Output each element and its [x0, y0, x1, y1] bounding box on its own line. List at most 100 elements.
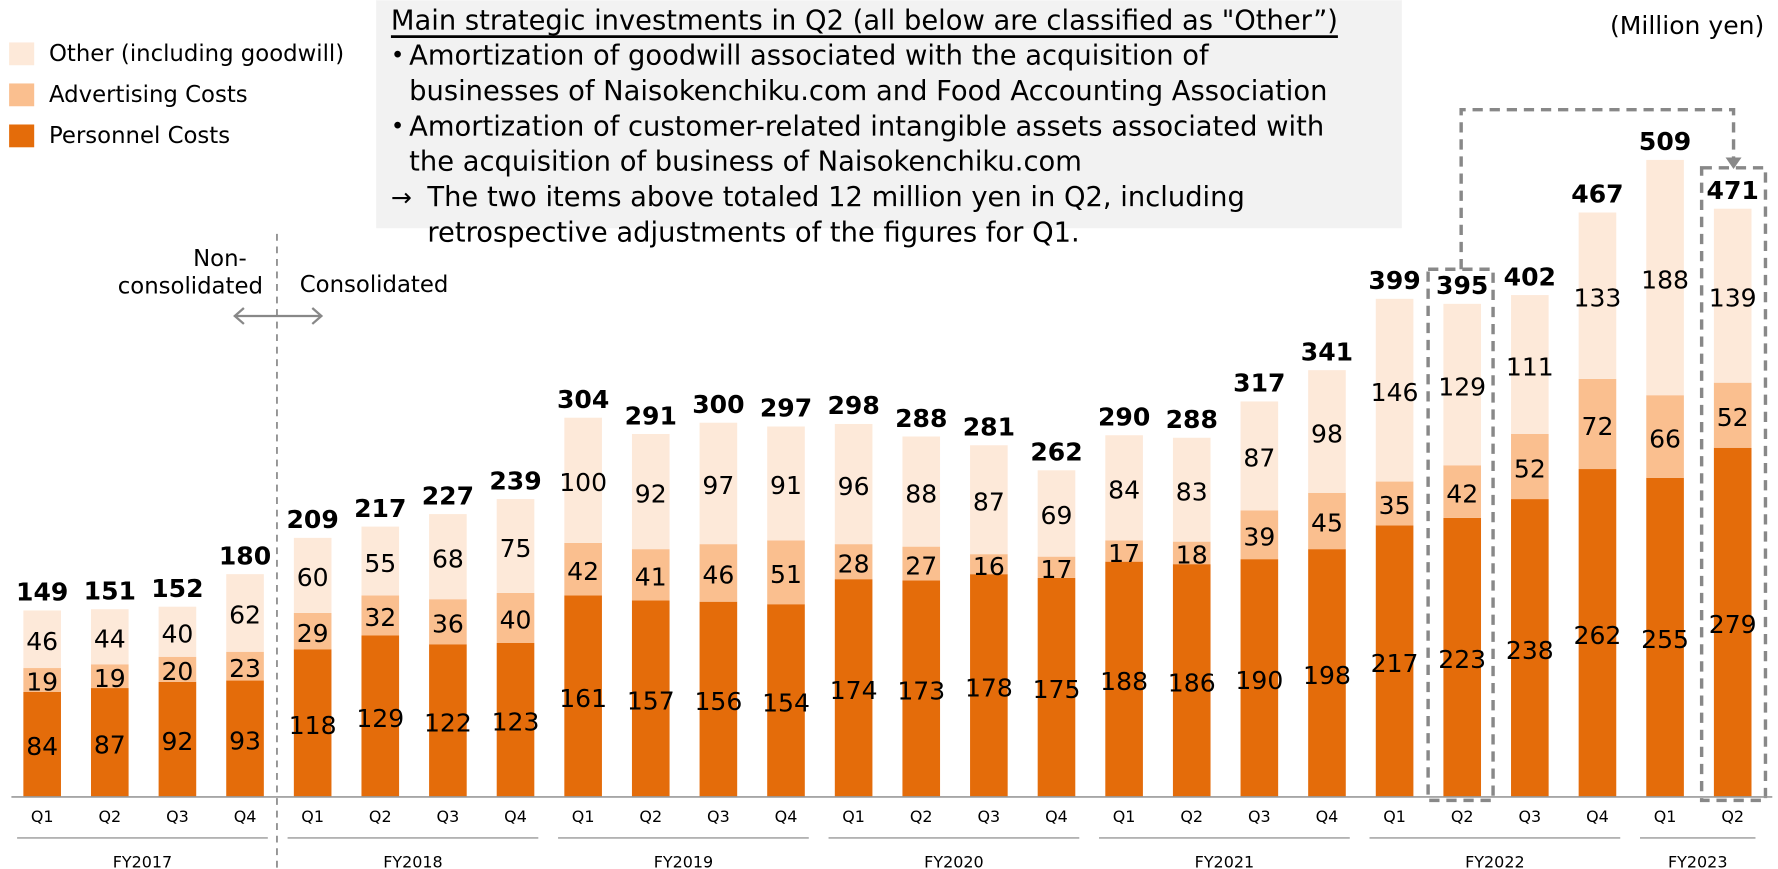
x-tick-label: Q2: [1180, 807, 1203, 826]
segment-label: 238: [1506, 636, 1554, 665]
group-label: FY2019: [654, 852, 713, 869]
total-label: 300: [692, 390, 744, 419]
bar-segment: [564, 595, 602, 797]
bar-segment: [902, 436, 941, 547]
bar-segment: [429, 599, 467, 645]
bar-segment: [1240, 401, 1279, 511]
bar-segment: [90, 664, 129, 689]
bar-segment: [699, 544, 738, 602]
legend-label: Personnel Costs: [49, 123, 230, 149]
bar-segment: [767, 426, 805, 541]
x-tick-label: Q4: [234, 807, 257, 826]
legend-label: Other (including goodwill): [49, 41, 344, 67]
group-label: FY2021: [1195, 852, 1254, 869]
segment-label: 188: [1100, 667, 1148, 696]
total-label: 402: [1504, 262, 1556, 291]
bar-segment: [564, 542, 602, 596]
x-tick-label: Q2: [369, 807, 392, 826]
note-line: Amortization of customer-related intangi…: [409, 111, 1324, 142]
total-label: 395: [1436, 271, 1488, 300]
bar-segment: [496, 592, 535, 644]
x-tick-label: Q3: [437, 807, 460, 826]
bar-segment: [1375, 525, 1414, 797]
group-label: FY2018: [383, 852, 442, 869]
bar-segment: [1713, 447, 1752, 797]
segment-label: 40: [500, 606, 532, 635]
bar-segment: [1037, 577, 1076, 797]
x-tick-label: Q1: [31, 807, 54, 826]
segment-label: 62: [229, 601, 261, 630]
segment-label: 75: [500, 534, 532, 563]
x-tick-label: Q2: [639, 807, 662, 826]
bar-segment: [1511, 295, 1549, 434]
segment-label: 146: [1371, 378, 1419, 407]
bar-segment: [361, 526, 400, 596]
bar-segment: [1308, 549, 1346, 797]
segment-label: 17: [1041, 555, 1073, 584]
group-label: FY2022: [1465, 852, 1524, 869]
legend-swatch: [9, 83, 35, 107]
bar-segment: [1713, 382, 1752, 448]
bar-segment: [564, 417, 602, 543]
bar-segment: [1646, 159, 1684, 396]
bar-segment: [90, 688, 129, 797]
total-label: 152: [151, 574, 203, 603]
segment-label: 60: [297, 563, 329, 592]
x-tick-label: Q3: [1248, 807, 1271, 826]
bar-segment: [1375, 481, 1414, 526]
bar-segment: [429, 514, 467, 600]
bar-segment: [23, 691, 61, 797]
x-tick-label: Q4: [775, 807, 798, 826]
total-label: 217: [354, 494, 406, 523]
x-tick-label: Q2: [910, 807, 933, 826]
note-line: Amortization of goodwill associated with…: [409, 41, 1210, 72]
note-marker: •: [391, 43, 404, 69]
bar-segment: [1105, 561, 1143, 797]
x-tick-label: Q3: [166, 807, 189, 826]
segment-label: 16: [973, 552, 1005, 581]
bar-segment: [1511, 433, 1549, 500]
bar-segment: [1308, 492, 1346, 550]
segment-label: 66: [1649, 424, 1681, 453]
note-marker: →: [391, 183, 412, 212]
note-line: businesses of Naisokenchiku.com and Food…: [409, 76, 1327, 107]
note-line: the acquisition of business of Naisokenc…: [409, 147, 1082, 178]
segment-label: 173: [897, 676, 945, 705]
bar-segment: [834, 579, 873, 797]
bar-segment: [1240, 510, 1279, 560]
annotation: Consolidated: [300, 272, 449, 298]
segment-label: 20: [161, 657, 193, 686]
bar-segment: [1105, 435, 1143, 541]
bar-segment: [90, 609, 129, 665]
bar-segment: [1578, 378, 1617, 470]
segment-label: 118: [289, 711, 337, 740]
bar-segment: [834, 423, 873, 545]
bar-segment: [1308, 370, 1346, 493]
note-line: The two items above totaled 12 million y…: [426, 182, 1244, 213]
total-label: 180: [219, 541, 271, 570]
segment-label: 27: [905, 551, 937, 580]
bar-segment: [767, 540, 805, 605]
segment-label: 100: [559, 468, 607, 497]
x-tick-label: Q3: [978, 807, 1001, 826]
segment-label: 46: [26, 627, 58, 656]
segment-label: 45: [1311, 509, 1343, 538]
x-tick-label: Q4: [1586, 807, 1609, 826]
bar-segment: [1105, 540, 1143, 562]
bar-segment: [293, 649, 332, 797]
segment-label: 68: [432, 544, 464, 573]
segment-label: 52: [1514, 454, 1546, 483]
highlight-boxes: [1426, 107, 1768, 803]
total-label: 209: [286, 505, 338, 534]
x-tick-label: Q1: [842, 807, 865, 826]
x-tick-label: Q2: [1721, 807, 1744, 826]
bar-segment: [1375, 298, 1414, 482]
arrow-head: [1725, 157, 1742, 169]
segment-label: 69: [1041, 501, 1073, 530]
segment-label: 133: [1574, 283, 1622, 312]
segment-label: 29: [297, 619, 329, 648]
segment-label: 156: [694, 687, 742, 716]
segment-label: 157: [627, 686, 675, 715]
bar-segment: [23, 668, 61, 692]
